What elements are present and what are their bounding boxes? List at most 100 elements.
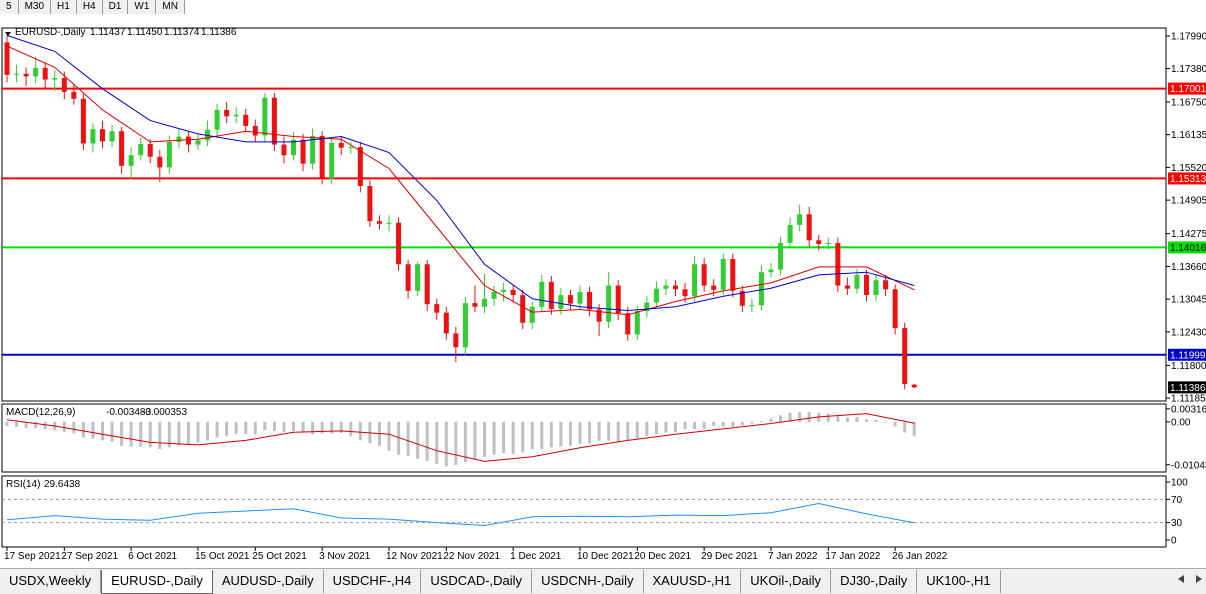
chart-tab[interactable]: USDCAD-,Daily bbox=[421, 570, 533, 593]
chart-tab[interactable]: XAUUSD-,H1 bbox=[644, 570, 742, 593]
candle-body bbox=[816, 240, 822, 245]
macd-bar bbox=[148, 421, 152, 448]
macd-bar bbox=[874, 419, 878, 422]
level-label-box bbox=[1168, 348, 1206, 361]
level-label-box bbox=[1168, 172, 1206, 185]
timeframe-button[interactable]: M30 bbox=[19, 0, 52, 14]
candle-body bbox=[462, 303, 468, 348]
candle-body bbox=[310, 136, 316, 164]
macd-bar bbox=[15, 421, 19, 427]
candle-body bbox=[701, 264, 707, 286]
candle-body bbox=[386, 222, 392, 224]
macd-bar bbox=[721, 421, 725, 427]
indicator-line bbox=[6, 45, 915, 316]
macd-bar bbox=[540, 421, 544, 450]
macd-bar bbox=[444, 421, 448, 467]
timeframe-button[interactable]: MN bbox=[156, 0, 185, 14]
macd-bar bbox=[81, 421, 85, 438]
macd-bar bbox=[740, 421, 744, 426]
macd-bar bbox=[549, 421, 553, 448]
macd-bar bbox=[416, 421, 420, 459]
macd-bar bbox=[177, 421, 181, 446]
panel-frame bbox=[1, 475, 1167, 548]
candle-body bbox=[520, 295, 526, 323]
macd-bar bbox=[129, 421, 133, 447]
candle-body bbox=[233, 114, 239, 117]
macd-bar bbox=[406, 421, 410, 456]
chart-tab[interactable]: EURUSD-,Daily bbox=[101, 570, 213, 594]
macd-bar bbox=[139, 421, 143, 447]
x-tick-label: 17 Jan 2022 bbox=[825, 551, 880, 562]
macd-bar bbox=[588, 421, 592, 444]
x-tick-label: 7 Jan 2022 bbox=[768, 551, 818, 562]
candle-body bbox=[797, 214, 803, 225]
chart-tab[interactable]: USDX,Weekly bbox=[0, 570, 102, 593]
macd-bar bbox=[712, 421, 716, 426]
x-tick-label: 10 Dec 2021 bbox=[577, 551, 634, 562]
tab-scroll[interactable] bbox=[1176, 573, 1206, 585]
candle-body bbox=[243, 114, 249, 126]
macd-bar bbox=[492, 421, 496, 455]
macd-bar bbox=[502, 421, 506, 454]
candle-body bbox=[768, 269, 774, 273]
y-tick-label: 1.16750 bbox=[1171, 97, 1206, 108]
y-tick-label: 1.14905 bbox=[1171, 196, 1206, 207]
y-tick-label: 1.13045 bbox=[1171, 295, 1206, 306]
chart-tab[interactable]: USDCNH-,Daily bbox=[532, 570, 644, 593]
indicator-title: RSI(14) bbox=[6, 479, 40, 490]
timeframe-button[interactable]: W1 bbox=[128, 0, 157, 14]
y-tick-label: 0.003165 bbox=[1171, 404, 1206, 415]
candle-body bbox=[415, 264, 421, 291]
candle-body bbox=[128, 155, 134, 166]
timeframe-button[interactable]: H1 bbox=[51, 0, 77, 14]
candle-body bbox=[711, 285, 717, 290]
x-tick-label: 12 Nov 2021 bbox=[386, 551, 443, 562]
macd-bar bbox=[425, 421, 429, 461]
chart-area: 1.17990 1.17380 1.16750 1.16135 1.15520 1.149… bbox=[1, 27, 1206, 562]
macd-bar bbox=[397, 421, 401, 455]
timeframe-button[interactable]: 5 bbox=[0, 0, 19, 14]
macd-bar bbox=[769, 418, 773, 422]
macd-bar bbox=[263, 421, 267, 431]
chart-tab[interactable]: USDCHF-,H4 bbox=[324, 570, 422, 593]
candle-body bbox=[864, 274, 869, 296]
candle-body bbox=[911, 384, 917, 388]
timeframe-button[interactable]: H4 bbox=[77, 0, 103, 14]
macd-bar bbox=[731, 421, 735, 427]
macd-bar bbox=[759, 421, 763, 422]
panel-frame bbox=[1, 27, 1167, 402]
macd-bar bbox=[120, 421, 124, 446]
chart-tab[interactable]: UKOil-,Daily bbox=[741, 570, 832, 593]
macd-bar bbox=[645, 421, 649, 436]
candle-body bbox=[424, 264, 430, 305]
panel-frame bbox=[1, 403, 1167, 473]
y-tick-label: 1.14275 bbox=[1171, 229, 1206, 240]
macd-bar bbox=[750, 421, 754, 424]
macd-bar bbox=[234, 421, 238, 435]
macd-bar bbox=[72, 421, 76, 434]
candle-body bbox=[682, 289, 688, 297]
macd-bar bbox=[110, 421, 114, 442]
macd-bar bbox=[693, 421, 697, 430]
candle-body bbox=[539, 281, 545, 307]
candle-body bbox=[482, 298, 487, 307]
chart-tab[interactable]: UK100-,H1 bbox=[917, 570, 1001, 593]
candle-body bbox=[739, 290, 745, 306]
chart-tab[interactable]: DJ30-,Daily bbox=[831, 570, 918, 593]
candle-body bbox=[548, 281, 554, 309]
macd-bar bbox=[788, 412, 792, 422]
macd-bar bbox=[903, 421, 907, 433]
timeframe-button[interactable]: D1 bbox=[103, 0, 129, 14]
candle-body bbox=[329, 142, 335, 179]
macd-bar bbox=[5, 421, 9, 426]
candle-body bbox=[634, 311, 640, 335]
candle-body bbox=[71, 91, 77, 99]
macd-bar bbox=[559, 421, 563, 447]
macd-bar bbox=[578, 421, 582, 445]
macd-bar bbox=[798, 411, 802, 422]
symbol-marker bbox=[5, 32, 11, 36]
chart-tab[interactable]: AUDUSD-,Daily bbox=[213, 570, 324, 593]
macd-bar bbox=[387, 421, 391, 451]
x-tick-label: 15 Oct 2021 bbox=[195, 551, 250, 562]
